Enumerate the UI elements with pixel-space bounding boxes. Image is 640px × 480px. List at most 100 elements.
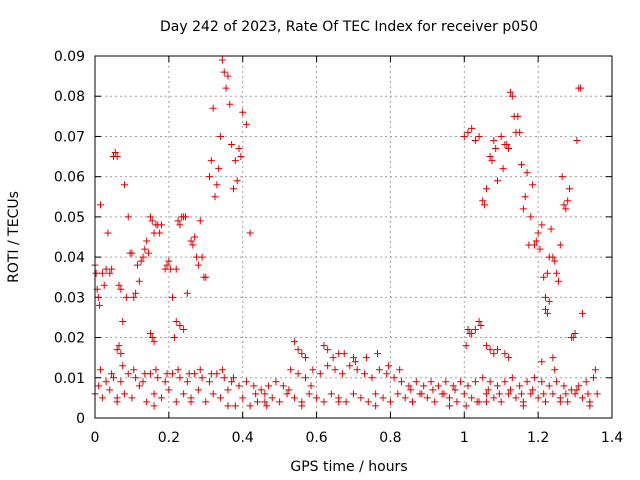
data-point	[180, 390, 188, 398]
data-point	[361, 370, 369, 378]
data-point	[324, 346, 332, 354]
data-point	[429, 386, 437, 394]
data-point	[117, 378, 125, 386]
data-point	[551, 366, 559, 374]
data-point	[566, 185, 574, 193]
data-point	[95, 301, 103, 309]
y-tick-label: 0.01	[54, 371, 85, 387]
data-point	[202, 273, 210, 281]
data-point	[92, 269, 100, 277]
data-point	[263, 402, 271, 410]
data-point	[283, 390, 291, 398]
data-point	[553, 378, 561, 386]
data-point	[213, 181, 221, 189]
data-point	[148, 334, 156, 342]
data-point	[464, 326, 472, 334]
data-point	[124, 213, 132, 221]
data-point	[342, 398, 350, 406]
data-point	[484, 386, 492, 394]
data-point	[148, 217, 156, 225]
data-point	[468, 330, 476, 338]
data-point	[545, 297, 553, 305]
data-point	[431, 398, 439, 406]
data-point	[261, 390, 269, 398]
data-point	[468, 124, 476, 132]
data-point	[252, 390, 260, 398]
x-tick-label: 1.4	[601, 430, 623, 446]
data-point	[486, 378, 494, 386]
data-point	[457, 378, 465, 386]
y-tick-label: 0.03	[54, 290, 85, 306]
data-point	[529, 181, 537, 189]
data-point	[94, 293, 102, 301]
y-tick-label: 0.06	[54, 170, 85, 186]
x-tick-label: 0.8	[379, 430, 401, 446]
data-point	[464, 128, 472, 136]
data-point	[405, 382, 413, 390]
data-point	[165, 386, 173, 394]
data-point	[169, 293, 177, 301]
data-point	[540, 273, 548, 281]
data-point	[113, 394, 121, 402]
data-point	[446, 394, 454, 402]
data-point	[157, 394, 165, 402]
data-point	[542, 398, 550, 406]
data-point	[298, 350, 306, 358]
data-point	[554, 277, 562, 285]
data-point	[482, 342, 490, 350]
data-point	[338, 370, 346, 378]
data-point	[113, 153, 121, 161]
data-point	[163, 261, 171, 269]
data-point	[132, 374, 140, 382]
data-point	[514, 112, 522, 120]
data-point	[590, 374, 598, 382]
data-point	[331, 366, 339, 374]
data-point	[530, 374, 538, 382]
data-point	[578, 309, 586, 317]
data-point	[122, 293, 130, 301]
data-point	[224, 402, 232, 410]
data-point	[508, 374, 516, 382]
data-point	[479, 374, 487, 382]
data-point	[351, 358, 359, 366]
data-point	[233, 177, 241, 185]
data-point	[549, 390, 557, 398]
data-point	[492, 145, 500, 153]
data-point	[187, 237, 195, 245]
data-point	[100, 281, 108, 289]
data-point	[446, 402, 454, 410]
data-point	[113, 346, 121, 354]
data-point	[130, 366, 138, 374]
data-point	[132, 289, 140, 297]
grid-lines	[95, 56, 612, 418]
data-point	[157, 221, 165, 229]
x-tick-label: 1.2	[527, 430, 549, 446]
data-point	[423, 394, 431, 402]
data-point	[482, 398, 490, 406]
data-point	[172, 317, 180, 325]
data-point	[329, 354, 337, 362]
data-point	[374, 350, 382, 358]
data-point	[313, 394, 321, 402]
data-point	[231, 402, 239, 410]
data-point	[228, 378, 236, 386]
data-point	[98, 269, 106, 277]
data-point	[571, 330, 579, 338]
data-point	[582, 378, 590, 386]
data-point	[320, 342, 328, 350]
data-point	[556, 241, 564, 249]
data-point	[198, 253, 206, 261]
data-point	[242, 120, 250, 128]
data-point	[584, 390, 592, 398]
data-point	[473, 398, 481, 406]
data-point	[316, 370, 324, 378]
data-point	[97, 366, 105, 374]
data-point	[146, 330, 154, 338]
data-point	[205, 378, 213, 386]
data-point	[135, 382, 143, 390]
data-point	[215, 165, 223, 173]
data-point	[209, 390, 217, 398]
data-point	[211, 193, 219, 201]
axis-ticks: 0 0.2 0.4 0.6 0.8 1 1.2 1.4 0 0.01 0.02 0.03 0.04 0.0…	[54, 49, 623, 446]
